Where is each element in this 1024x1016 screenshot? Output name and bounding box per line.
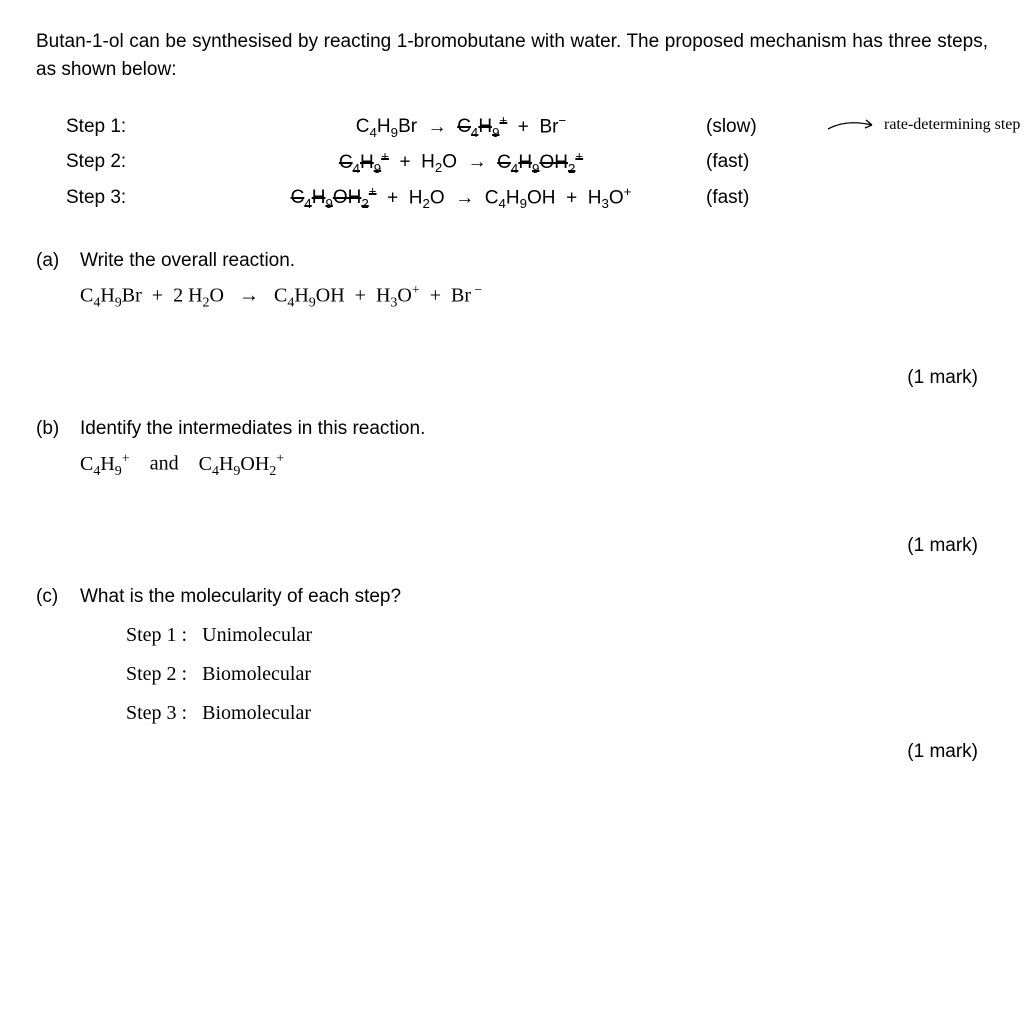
qb-mark: (1 mark) xyxy=(36,532,978,560)
qc-s1-label: Step 1 : xyxy=(126,624,187,646)
question-b: (b) Identify the intermediates in this r… xyxy=(36,415,988,443)
qc-s2-val: Biomolecular xyxy=(202,663,311,685)
rate-determining-annotation: rate-determining step xyxy=(826,113,1020,136)
step-2-label: Step 2: xyxy=(66,148,216,176)
step-1-rate: (slow) xyxy=(706,113,786,141)
step-3-row: Step 3: C4H9OH2+ + H2O → C4H9OH + H3O+ (… xyxy=(66,182,988,213)
question-c: (c) What is the molecularity of each ste… xyxy=(36,583,988,611)
qc-s3-val: Biomolecular xyxy=(202,702,311,724)
step-1-row: Step 1: C4H9Br → C4H9+ + Br− (slow) rate… xyxy=(66,111,988,142)
qc-s2-label: Step 2 : xyxy=(126,663,187,685)
qb-int1: C4H9+ xyxy=(80,453,130,475)
qc-text: What is the molecularity of each step? xyxy=(80,583,988,611)
qa-mark: (1 mark) xyxy=(36,364,978,392)
qc-s3-label: Step 3 : xyxy=(126,702,187,724)
mechanism-steps: Step 1: C4H9Br → C4H9+ + Br− (slow) rate… xyxy=(66,111,988,213)
intro-text: Butan-1-ol can be synthesised by reactin… xyxy=(36,28,988,83)
step-3-label: Step 3: xyxy=(66,184,216,212)
question-a: (a) Write the overall reaction. xyxy=(36,247,988,275)
s1-lhs: C4H9Br xyxy=(356,116,417,137)
s2-rhs: C4H9OH2+ xyxy=(497,152,583,173)
qc-label: (c) xyxy=(36,583,80,611)
qb-and: and xyxy=(150,453,179,475)
qb-label: (b) xyxy=(36,415,80,443)
s1-intermediate: C4H9+ xyxy=(457,116,507,137)
annotation-text: rate-determining step xyxy=(884,116,1020,133)
qa-text: Write the overall reaction. xyxy=(80,247,988,275)
s2-lhs: C4H9+ xyxy=(339,152,389,173)
qc-mark: (1 mark) xyxy=(36,738,978,766)
qc-step3: Step 3 : Biomolecular xyxy=(126,699,988,728)
step-1-label: Step 1: xyxy=(66,113,216,141)
step-3-equation: C4H9OH2+ + H2O → C4H9OH + H3O+ xyxy=(216,182,706,213)
qb-int2: C4H9OH2+ xyxy=(199,453,285,475)
qa-label: (a) xyxy=(36,247,80,275)
step-3-rate: (fast) xyxy=(706,184,786,212)
qb-answer: C4H9+ and C4H9OH2+ xyxy=(80,449,988,482)
step-2-rate: (fast) xyxy=(706,148,786,176)
qc-answer: Step 1 : Unimolecular Step 2 : Biomolecu… xyxy=(106,621,988,728)
qc-step2: Step 2 : Biomolecular xyxy=(126,660,988,689)
step-2-equation: C4H9+ + H2O → C4H9OH2+ xyxy=(216,146,706,177)
qc-step1: Step 1 : Unimolecular xyxy=(126,621,988,650)
qb-text: Identify the intermediates in this react… xyxy=(80,415,988,443)
step-1-equation: C4H9Br → C4H9+ + Br− xyxy=(216,111,706,142)
qc-s1-val: Unimolecular xyxy=(202,624,312,646)
s3-lhs: C4H9OH2+ xyxy=(291,187,377,208)
step-2-row: Step 2: C4H9+ + H2O → C4H9OH2+ (fast) xyxy=(66,146,988,177)
qa-answer: C4H9Br + 2 H2O → C4H9OH + H3O+ + Br − xyxy=(80,281,988,314)
